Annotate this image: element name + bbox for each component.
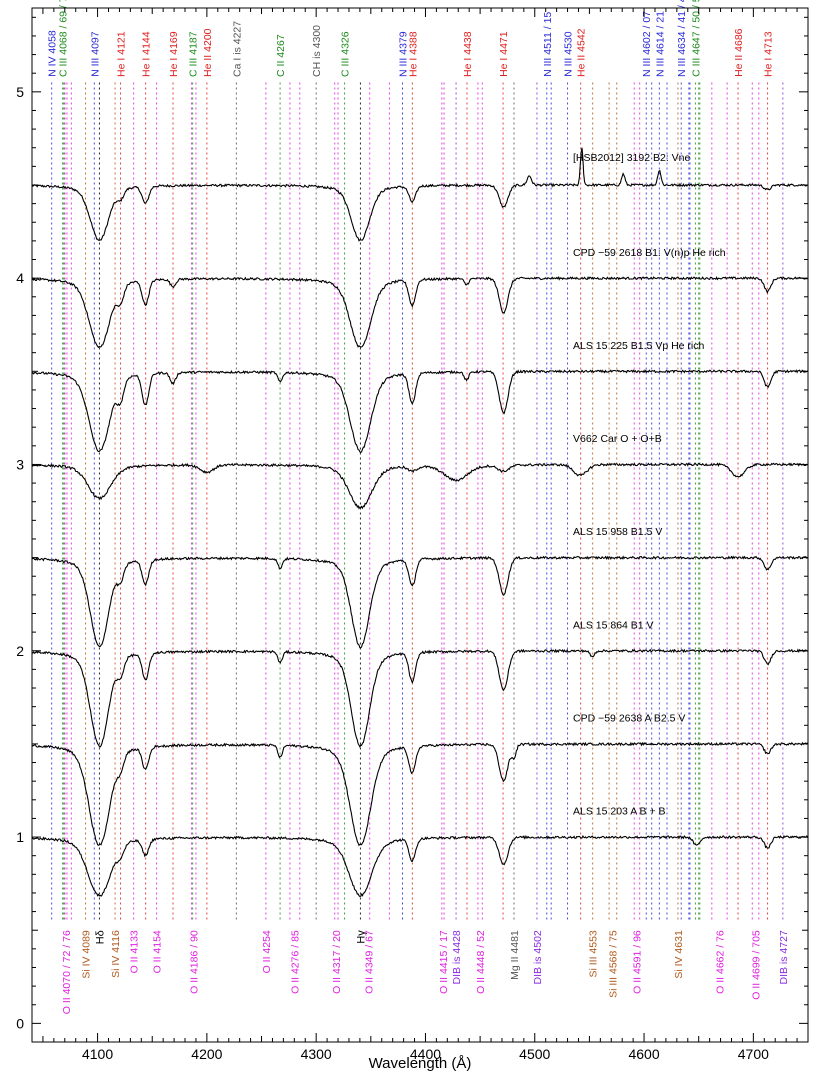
top-line-label: N III 4530	[563, 31, 575, 77]
top-line-label: He I 4713	[763, 31, 775, 77]
spectra-group	[31, 147, 809, 898]
bottom-line-label: Si IV 4631	[673, 930, 685, 979]
spectrum-line	[31, 834, 809, 898]
star-label: [HSB2012] 3192 B2: Vne	[573, 152, 690, 164]
star-label: ALS 15 958 B1.5 V	[573, 526, 662, 538]
spectrum-line	[31, 275, 808, 349]
star-label: ALS 15 225 B1.5 Vp He rich	[573, 340, 704, 352]
bottom-line-label: Hδ	[94, 930, 106, 944]
top-line-label: N III 4602 / 07	[641, 11, 653, 77]
top-line-label: C III 4326	[340, 31, 352, 77]
x-tick-label: 4200	[191, 1046, 222, 1062]
top-line-label: C III 4068 / 69 / 70	[58, 0, 70, 77]
bottom-line-label: O II 4133	[129, 930, 141, 973]
top-line-label: C III 4647 / 50 / 51	[690, 0, 702, 77]
bottom-line-label: O II 4254	[261, 930, 273, 973]
axes: 4100 4200 4300 4400 4500 4600 4700 0 1 2 3 4 5	[16, 8, 809, 1062]
bottom-line-label: Hγ	[355, 930, 367, 944]
top-line-label: N III 4614 / 21	[654, 11, 666, 77]
spectrum-line	[31, 462, 808, 510]
bottom-line-label: O II 4186 / 90	[189, 930, 201, 994]
x-tick-label: 4700	[738, 1046, 769, 1062]
top-line-label: He I 4438	[462, 31, 474, 77]
y-tick-label: 0	[16, 1015, 24, 1031]
y-tick-label: 1	[16, 829, 24, 845]
y-tick-label: 4	[16, 270, 24, 286]
x-tick-label: 4300	[301, 1046, 332, 1062]
bottom-line-label: O II 4448 / 52	[475, 930, 487, 994]
plot-frame	[31, 7, 809, 1043]
top-line-label: He I 4169	[168, 31, 180, 77]
bottom-line-label: Si IV 4089	[81, 930, 93, 979]
star-label: ALS 15 864 B1 V	[573, 619, 654, 631]
bottom-line-label: O II 4349 / 67	[364, 930, 376, 994]
top-line-label: N III 4379	[398, 31, 410, 77]
spectrum-line	[31, 741, 809, 847]
bottom-line-label: O II 4415 / 17	[438, 930, 450, 994]
bottom-line-label: O II 4276 / 85	[289, 930, 301, 994]
bottom-line-label: O II 4662 / 76	[714, 930, 726, 994]
top-line-label: N IV 4058	[47, 30, 59, 77]
top-line-label: C III 4187	[188, 31, 200, 77]
x-tick-label: 4100	[82, 1046, 113, 1062]
top-line-label: Ca I is 4227	[231, 21, 243, 77]
star-label: V662 Car O + O+B	[573, 433, 662, 445]
bottom-line-label: Si III 4568 / 75	[607, 930, 619, 998]
star-label: ALS 15 203 A B + B	[573, 806, 666, 818]
top-line-label: N III 4097	[89, 31, 101, 77]
bottom-line-label: Mg II 4481	[509, 930, 521, 980]
bottom-line-label: O II 4070 / 72 / 76	[61, 930, 73, 1014]
bottom-line-label: O II 4154	[152, 930, 164, 973]
x-tick-label: 4500	[519, 1046, 550, 1062]
top-line-label: He I 4388	[407, 31, 419, 77]
bottom-line-label: DIB is 4727	[778, 930, 790, 984]
star-label: CPD −59 2618 B1: V(n)p He rich	[573, 247, 726, 259]
bottom-line-label: DIB is 4502	[532, 930, 544, 984]
spectrum-line	[31, 555, 808, 649]
bottom-line-labels: O II 4070 / 72 / 76 Si IV 4089 Hδ Si IV 411…	[61, 930, 790, 1015]
y-tick-label: 2	[16, 643, 24, 659]
y-tick-label: 5	[16, 84, 24, 100]
y-tick-label: 3	[16, 456, 24, 472]
top-line-label: C II 4267	[275, 34, 287, 77]
spectrum-line	[31, 369, 808, 454]
bottom-line-label: O II 4591 / 96	[631, 930, 643, 994]
top-line-label: He I 4471	[498, 31, 510, 77]
x-tick-label: 4400	[410, 1046, 441, 1062]
bottom-line-label: DIB is 4428	[451, 930, 463, 984]
bottom-line-label: O II 4317 / 20	[331, 930, 343, 994]
spectrum-line	[31, 648, 808, 749]
bottom-line-label: O II 4699 / 705	[751, 930, 763, 1000]
top-line-label: N III 4634 / 41 / 42	[676, 0, 688, 77]
x-tick-label: 4600	[628, 1046, 659, 1062]
star-label: CPD −59 2638 A B2.5 V	[573, 713, 685, 725]
spectrum-line	[31, 147, 808, 242]
x-axis-label: Wavelength (Å)	[369, 1055, 472, 1072]
top-line-label: He II 4542	[576, 28, 588, 77]
top-line-label: He II 4686	[733, 28, 745, 77]
top-line-label: He II 4200	[202, 28, 214, 77]
bottom-line-label: Si III 4553	[588, 930, 600, 977]
top-line-label: CH is 4300	[311, 25, 323, 77]
top-line-label: He I 4144	[141, 31, 153, 77]
top-line-label: He I 4121	[116, 31, 128, 77]
bottom-line-label: Si IV 4116	[110, 930, 122, 978]
star-labels: [HSB2012] 3192 B2: Vne CPD −59 2618 B1: V…	[573, 152, 726, 818]
top-line-label: N III 4511 / 15	[542, 12, 554, 77]
